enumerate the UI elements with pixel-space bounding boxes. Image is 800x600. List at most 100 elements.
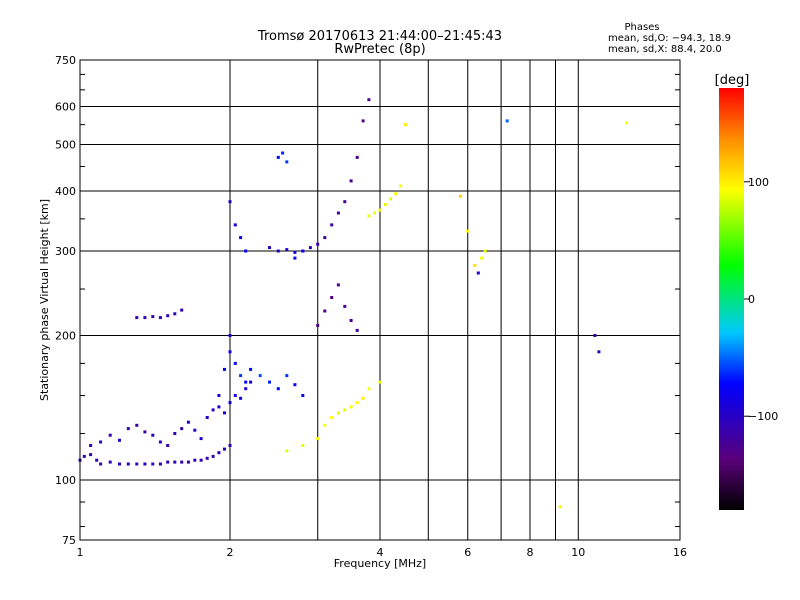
- data-point: [151, 433, 155, 437]
- data-point: [258, 374, 262, 378]
- data-point: [349, 179, 353, 183]
- y-tick-label: 300: [55, 245, 76, 258]
- data-point: [233, 361, 237, 365]
- data-point: [349, 405, 353, 409]
- x-tick-label: 6: [464, 546, 471, 559]
- data-point: [151, 462, 155, 466]
- data-point: [378, 380, 382, 384]
- data-point: [193, 458, 197, 462]
- data-point: [82, 454, 86, 458]
- data-point: [180, 427, 184, 431]
- data-point: [199, 437, 203, 441]
- colorbar-label: [deg]: [715, 73, 750, 88]
- data-point: [383, 203, 387, 206]
- y-tick-label: 100: [55, 474, 76, 487]
- data-point: [244, 249, 248, 253]
- data-points: [78, 98, 629, 509]
- data-point: [336, 211, 340, 215]
- data-point: [505, 119, 509, 123]
- data-point: [343, 408, 347, 412]
- data-point: [228, 444, 232, 447]
- data-point: [323, 423, 327, 427]
- data-point: [228, 200, 232, 204]
- data-point: [223, 367, 226, 371]
- data-point: [223, 447, 226, 451]
- data-point: [126, 427, 130, 431]
- data-point: [394, 192, 398, 196]
- x-tick-label: 8: [527, 546, 534, 559]
- data-point: [166, 314, 170, 318]
- data-point: [268, 380, 271, 384]
- stats-title: Phases: [624, 22, 659, 33]
- data-point: [211, 454, 215, 458]
- data-point: [244, 387, 248, 391]
- y-tick-label: 400: [55, 185, 76, 198]
- x-tick-label: 2: [227, 546, 234, 559]
- data-point: [89, 444, 93, 447]
- stats-x-mode: mean, sd,X: 88.4, 20.0: [608, 44, 722, 55]
- data-point: [151, 315, 155, 319]
- data-point: [355, 155, 359, 159]
- axis-ticks: 1 2 4 6 8 10 16 75 100 200 300 400 500 600 750: [55, 54, 687, 559]
- data-point: [281, 151, 285, 155]
- data-point: [193, 428, 197, 432]
- data-point: [301, 444, 305, 447]
- data-point: [95, 458, 99, 462]
- data-point: [323, 309, 327, 313]
- data-point: [355, 401, 359, 405]
- colorbar-tick-label: 0: [748, 293, 755, 306]
- x-axis-label: Frequency [MHz]: [334, 557, 426, 570]
- data-point: [285, 374, 289, 378]
- data-point: [249, 367, 253, 371]
- data-point: [293, 383, 297, 387]
- x-tick-label: 16: [673, 546, 687, 559]
- data-point: [361, 396, 365, 400]
- data-point: [323, 236, 327, 240]
- data-point: [205, 416, 209, 419]
- data-point: [199, 458, 203, 462]
- data-point: [367, 214, 371, 218]
- data-point: [180, 308, 184, 312]
- y-tick-label: 750: [55, 54, 76, 67]
- data-point: [143, 462, 147, 466]
- chart-title: Tromsø 20170613 21:44:00–21:45:43: [257, 29, 502, 44]
- data-point: [308, 246, 312, 250]
- data-point: [597, 350, 601, 354]
- colorbar: [719, 88, 744, 510]
- data-point: [349, 319, 353, 322]
- data-point: [276, 155, 280, 159]
- data-point: [166, 444, 170, 447]
- data-point: [217, 451, 221, 455]
- data-point: [476, 271, 480, 275]
- data-point: [108, 433, 112, 437]
- data-point: [118, 438, 121, 442]
- data-point: [466, 229, 470, 233]
- colorbar-tick-label: −100: [748, 410, 778, 423]
- data-point: [228, 401, 232, 405]
- data-point: [389, 197, 393, 201]
- data-point: [330, 416, 334, 419]
- data-point: [336, 411, 340, 415]
- plot-frame: [79, 59, 681, 541]
- data-point: [399, 184, 403, 188]
- data-point: [343, 200, 347, 204]
- data-point: [276, 387, 280, 391]
- data-point: [143, 430, 147, 434]
- y-tick-label: 200: [55, 330, 76, 343]
- data-point: [233, 394, 237, 397]
- data-point: [186, 420, 190, 424]
- data-point: [143, 316, 147, 320]
- data-point: [293, 250, 297, 254]
- data-point: [316, 242, 320, 246]
- data-point: [180, 460, 184, 464]
- data-point: [301, 249, 305, 253]
- data-point: [285, 248, 289, 252]
- x-tick-label: 10: [571, 546, 585, 559]
- data-point: [166, 460, 170, 464]
- data-point: [473, 263, 477, 267]
- data-point: [480, 256, 484, 260]
- data-point: [483, 249, 487, 253]
- colorbar-tick-label: 100: [748, 176, 769, 189]
- data-point: [367, 387, 371, 391]
- data-point: [173, 312, 177, 316]
